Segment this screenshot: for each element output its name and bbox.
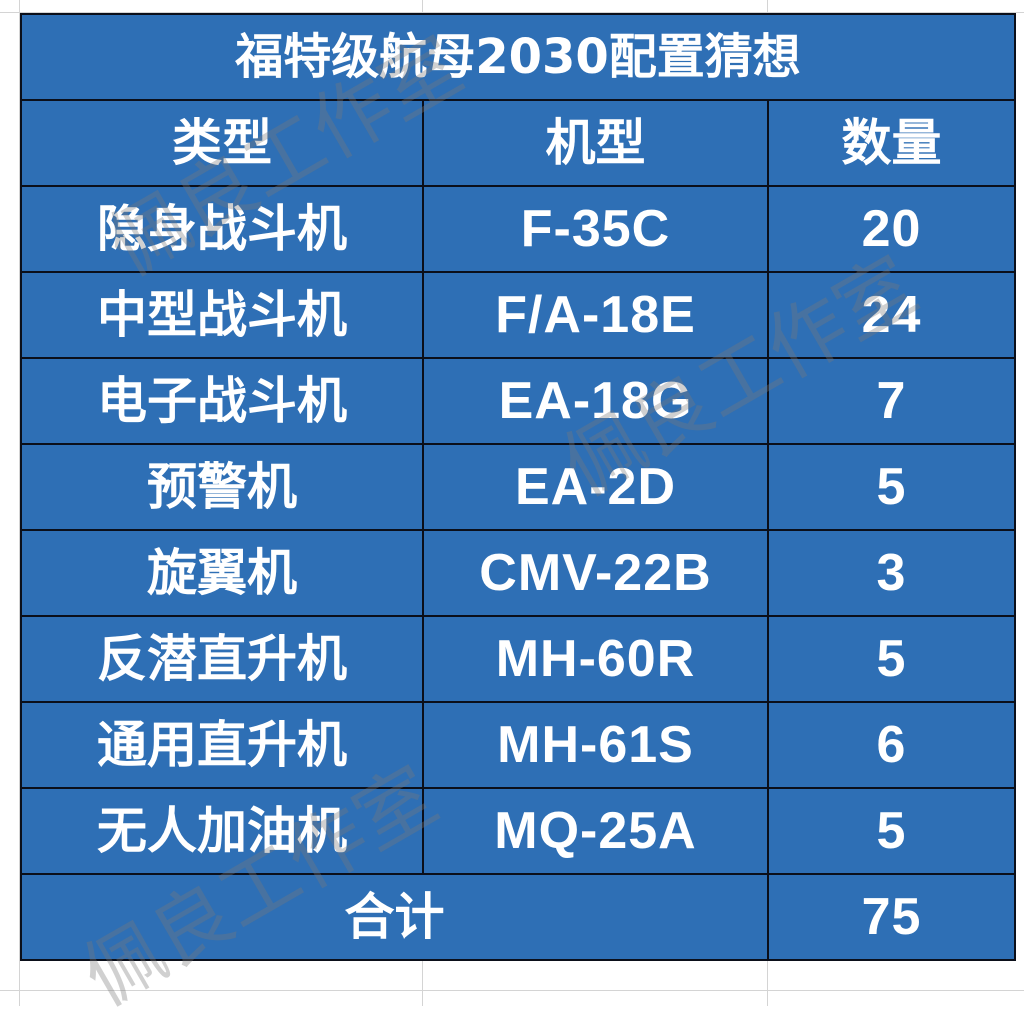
header-count[interactable]: 数量 bbox=[767, 99, 1016, 187]
model-cell[interactable]: MH-60R bbox=[422, 615, 769, 703]
table-title[interactable]: 福特级航母2030配置猜想 bbox=[20, 13, 1016, 101]
gridline bbox=[0, 990, 1024, 991]
table-row: 无人加油机 MQ-25A 5 bbox=[20, 787, 1016, 875]
type-cell[interactable]: 预警机 bbox=[20, 443, 424, 531]
table-row: 隐身战斗机 F-35C 20 bbox=[20, 185, 1016, 273]
type-cell[interactable]: 旋翼机 bbox=[20, 529, 424, 617]
table-row: 通用直升机 MH-61S 6 bbox=[20, 701, 1016, 789]
header-type[interactable]: 类型 bbox=[20, 99, 424, 187]
model-cell[interactable]: EA-18G bbox=[422, 357, 769, 445]
type-cell[interactable]: 反潜直升机 bbox=[20, 615, 424, 703]
gridline bbox=[0, 12, 1024, 13]
aircraft-config-table: 福特级航母2030配置猜想 类型 机型 数量 隐身战斗机 F-35C 20 中型战斗… bbox=[20, 13, 1016, 961]
type-cell[interactable]: 无人加油机 bbox=[20, 787, 424, 875]
count-cell[interactable]: 24 bbox=[767, 271, 1016, 359]
header-row: 类型 机型 数量 bbox=[20, 99, 1016, 187]
title-row: 福特级航母2030配置猜想 bbox=[20, 13, 1016, 101]
model-cell[interactable]: CMV-22B bbox=[422, 529, 769, 617]
gridline bbox=[19, 0, 20, 1006]
total-label[interactable]: 合计 bbox=[20, 873, 769, 961]
count-cell[interactable]: 5 bbox=[767, 443, 1016, 531]
table-row: 电子战斗机 EA-18G 7 bbox=[20, 357, 1016, 445]
model-cell[interactable]: MQ-25A bbox=[422, 787, 769, 875]
total-count[interactable]: 75 bbox=[767, 873, 1016, 961]
count-cell[interactable]: 5 bbox=[767, 787, 1016, 875]
type-cell[interactable]: 隐身战斗机 bbox=[20, 185, 424, 273]
table-row: 旋翼机 CMV-22B 3 bbox=[20, 529, 1016, 617]
total-row: 合计 75 bbox=[20, 873, 1016, 961]
table-row: 反潜直升机 MH-60R 5 bbox=[20, 615, 1016, 703]
count-cell[interactable]: 20 bbox=[767, 185, 1016, 273]
type-cell[interactable]: 通用直升机 bbox=[20, 701, 424, 789]
table-row: 中型战斗机 F/A-18E 24 bbox=[20, 271, 1016, 359]
header-model[interactable]: 机型 bbox=[422, 99, 769, 187]
count-cell[interactable]: 6 bbox=[767, 701, 1016, 789]
type-cell[interactable]: 中型战斗机 bbox=[20, 271, 424, 359]
count-cell[interactable]: 5 bbox=[767, 615, 1016, 703]
count-cell[interactable]: 3 bbox=[767, 529, 1016, 617]
count-cell[interactable]: 7 bbox=[767, 357, 1016, 445]
model-cell[interactable]: MH-61S bbox=[422, 701, 769, 789]
model-cell[interactable]: EA-2D bbox=[422, 443, 769, 531]
model-cell[interactable]: F-35C bbox=[422, 185, 769, 273]
type-cell[interactable]: 电子战斗机 bbox=[20, 357, 424, 445]
model-cell[interactable]: F/A-18E bbox=[422, 271, 769, 359]
table-row: 预警机 EA-2D 5 bbox=[20, 443, 1016, 531]
